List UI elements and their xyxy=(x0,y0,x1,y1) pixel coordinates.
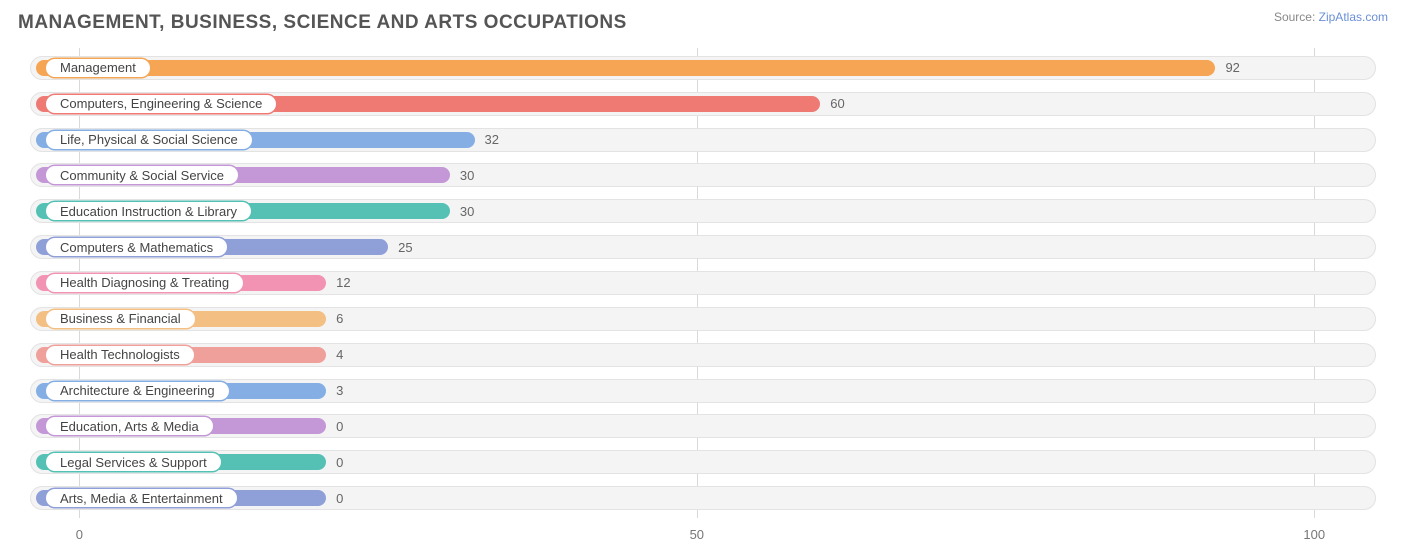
bar-fill xyxy=(36,60,1215,76)
bar-row: Life, Physical & Social Science 32 xyxy=(30,126,1376,154)
x-tick: 0 xyxy=(76,527,83,542)
x-tick: 100 xyxy=(1303,527,1325,542)
bar-value: 25 xyxy=(390,233,412,261)
bar-value: 6 xyxy=(328,305,343,333)
bar-row: Management 92 xyxy=(30,54,1376,82)
bar-value: 32 xyxy=(477,126,499,154)
source-prefix: Source: xyxy=(1274,10,1319,24)
bar-value: 30 xyxy=(452,197,474,225)
bar-value: 4 xyxy=(328,341,343,369)
bar-label-pill: Education, Arts & Media xyxy=(46,417,213,435)
bar-label-pill: Education Instruction & Library xyxy=(46,202,251,220)
plot-area: Management 92 Computers, Engineering & Sci… xyxy=(30,48,1376,518)
bar-row: Computers, Engineering & Science 60 xyxy=(30,90,1376,118)
chart-source: Source: ZipAtlas.com xyxy=(1274,10,1388,24)
bar-value: 92 xyxy=(1217,54,1239,82)
bar-row: Health Technologists 4 xyxy=(30,341,1376,369)
bar-row: Community & Social Service 30 xyxy=(30,161,1376,189)
x-tick: 50 xyxy=(690,527,704,542)
bar-row: Health Diagnosing & Treating 12 xyxy=(30,269,1376,297)
source-link[interactable]: ZipAtlas.com xyxy=(1319,10,1388,24)
bar-label-pill: Business & Financial xyxy=(46,310,195,328)
bar-value: 0 xyxy=(328,484,343,512)
bar-label-pill: Computers & Mathematics xyxy=(46,238,227,256)
bar-label-pill: Health Technologists xyxy=(46,346,194,364)
bar-row: Computers & Mathematics 25 xyxy=(30,233,1376,261)
bar-label-pill: Architecture & Engineering xyxy=(46,382,229,400)
bar-row: Education, Arts & Media 0 xyxy=(30,412,1376,440)
bar-value: 3 xyxy=(328,377,343,405)
bar-label-pill: Life, Physical & Social Science xyxy=(46,131,252,149)
bar-label-pill: Legal Services & Support xyxy=(46,453,221,471)
bar-value: 0 xyxy=(328,412,343,440)
bar-value: 0 xyxy=(328,448,343,476)
bar-row: Legal Services & Support 0 xyxy=(30,448,1376,476)
bar-row: Architecture & Engineering 3 xyxy=(30,377,1376,405)
bar-label-pill: Health Diagnosing & Treating xyxy=(46,274,243,292)
bar-row: Business & Financial 6 xyxy=(30,305,1376,333)
bar-value: 60 xyxy=(822,90,844,118)
bar-row: Arts, Media & Entertainment 0 xyxy=(30,484,1376,512)
bar-label-pill: Community & Social Service xyxy=(46,166,238,184)
bar-label-pill: Management xyxy=(46,59,150,77)
bar-value: 30 xyxy=(452,161,474,189)
bar-rows: Management 92 Computers, Engineering & Sci… xyxy=(30,48,1376,518)
bar-value: 12 xyxy=(328,269,350,297)
bar-label-pill: Arts, Media & Entertainment xyxy=(46,489,237,507)
occupations-chart: MANAGEMENT, BUSINESS, SCIENCE AND ARTS O… xyxy=(0,0,1406,559)
bar-label-pill: Computers, Engineering & Science xyxy=(46,95,276,113)
bar-row: Education Instruction & Library 30 xyxy=(30,197,1376,225)
x-axis: 0 50 100 xyxy=(30,527,1376,545)
chart-title: MANAGEMENT, BUSINESS, SCIENCE AND ARTS O… xyxy=(18,12,1390,34)
